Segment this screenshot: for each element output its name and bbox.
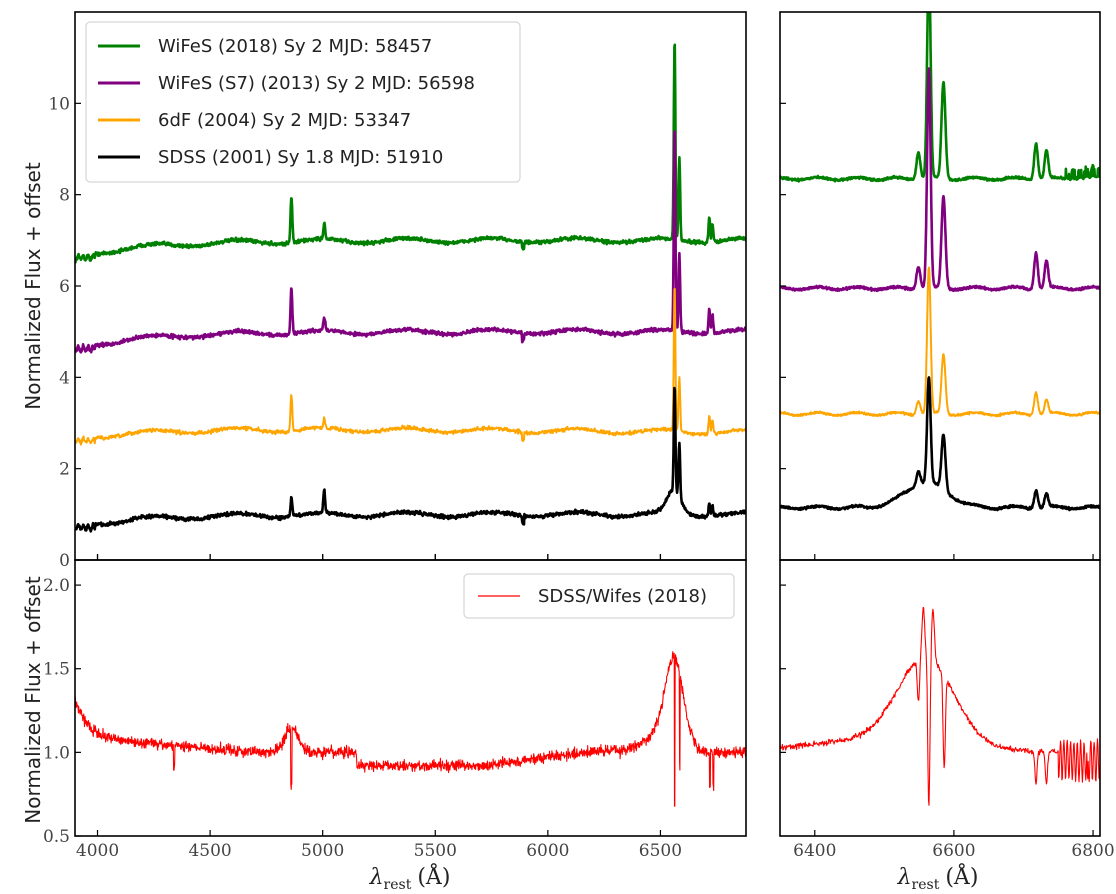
top-left-ytick-label: 10 [48, 94, 70, 114]
top-right-series-1 [780, 67, 1100, 293]
legend-bottom-label: SDSS/Wifes (2018) [538, 586, 707, 607]
top-left-series-0 [75, 43, 746, 264]
bottom-left-xtick-label: 6500 [639, 841, 682, 861]
legend-top-label: WiFeS (2018) Sy 2 MJD: 58457 [158, 36, 432, 57]
bottom-right-xtick-label: 6800 [1071, 841, 1114, 861]
legend-top-label: WiFeS (S7) (2013) Sy 2 MJD: 56598 [158, 73, 475, 94]
top-ylabel: Normalized Flux + offset [21, 162, 45, 410]
bottom-left-series-0 [75, 651, 746, 807]
bottom-right-frame [779, 559, 1101, 837]
top-right-series-2 [780, 266, 1100, 418]
top-left-ytick-label: 6 [59, 277, 70, 297]
legend-bottom: SDSS/Wifes (2018) [463, 573, 735, 619]
bottom-left-xtick-label: 4000 [76, 841, 119, 861]
bottom-left-xtick-label: 6000 [526, 841, 569, 861]
bottom-left-xtick-label: 4500 [188, 841, 231, 861]
bottom-left-xtick-label: 5500 [414, 841, 457, 861]
top-right-series-3 [780, 376, 1100, 512]
top-left-ytick-label: 0 [59, 551, 70, 571]
bottom-left-ytick-label: 1.5 [43, 660, 70, 680]
bottom-right-series-0 [780, 606, 1100, 806]
xlabel-right-unit: (Å) [945, 862, 978, 890]
xlabel-left-unit: (Å) [417, 862, 450, 890]
xlabel-left-sub: rest [384, 877, 412, 893]
xlabel-right-sub: rest [912, 877, 940, 893]
panels: 0 2 4 6 8 10 4000 4500 5000 5500 6000 6500 0.5 1.0 1.5… [43, 11, 1115, 861]
legend-bottom-box [463, 573, 735, 619]
xlabel-right-main: λ [897, 865, 912, 890]
bottom-left-xtick-label: 5000 [301, 841, 344, 861]
top-left-ytick-label: 8 [59, 186, 70, 206]
legend-top-label: 6dF (2004) Sy 2 MJD: 53347 [158, 110, 411, 131]
top-left-ytick-label: 2 [59, 460, 70, 480]
legend-top-label: SDSS (2001) Sy 1.8 MJD: 51910 [158, 147, 443, 168]
bottom-right-xtick-label: 6600 [932, 841, 975, 861]
xlabel-right: λrest (Å) [897, 862, 979, 893]
top-left-series-2 [75, 287, 746, 446]
xlabel-left-main: λ [369, 865, 384, 890]
legend-top-box [85, 21, 521, 183]
bottom-left-ytick-label: 1.0 [43, 743, 70, 763]
top-left-ytick-label: 4 [59, 368, 70, 388]
top-left-series-1 [75, 130, 746, 354]
xlabel-left: λrest (Å) [369, 862, 451, 893]
top-left-series-3 [75, 386, 746, 533]
top-right-series-0 [780, 12, 1100, 183]
legend-top: WiFeS (2018) Sy 2 MJD: 58457 WiFeS (S7) (… [85, 21, 521, 183]
bottom-left-ytick-label: 0.5 [43, 827, 70, 847]
bottom-left-frame [74, 559, 747, 837]
bottom-right-xtick-label: 6400 [793, 841, 836, 861]
bottom-left-ytick-label: 2.0 [43, 576, 70, 596]
bottom-ylabel: Normalized Flux + offset [21, 576, 45, 824]
